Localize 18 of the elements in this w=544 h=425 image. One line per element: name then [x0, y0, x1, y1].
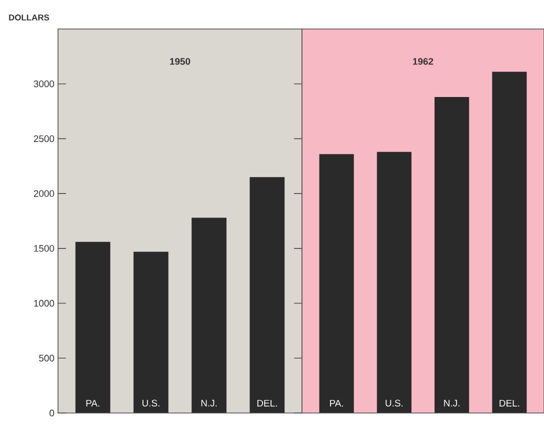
x-tick-label: DEL.	[500, 400, 520, 406]
x-tick-label: U.S.	[142, 400, 160, 406]
y-tick-label: 0	[50, 410, 54, 416]
y-axis-title: DOLLARS	[9, 14, 50, 20]
y-tick-label: 1000	[34, 300, 54, 307]
y-tick-label: 3000	[34, 80, 54, 88]
x-tick-label: U.S.	[386, 400, 403, 406]
x-tick-label: DEL.	[257, 400, 277, 406]
y-tick-label: 2000	[34, 190, 54, 197]
x-tick-label: N.J.	[444, 400, 460, 406]
y-tick-label: 500	[39, 354, 54, 362]
y-tick-label: 1500	[34, 245, 54, 252]
x-tick-label: PA.	[330, 400, 343, 406]
y-tick-label: 2500	[34, 135, 54, 142]
text: 1950	[170, 58, 190, 65]
x-tick-label: N.J.	[201, 400, 217, 406]
x-tick-label: PA.	[86, 400, 100, 406]
text: 1962	[413, 58, 434, 65]
